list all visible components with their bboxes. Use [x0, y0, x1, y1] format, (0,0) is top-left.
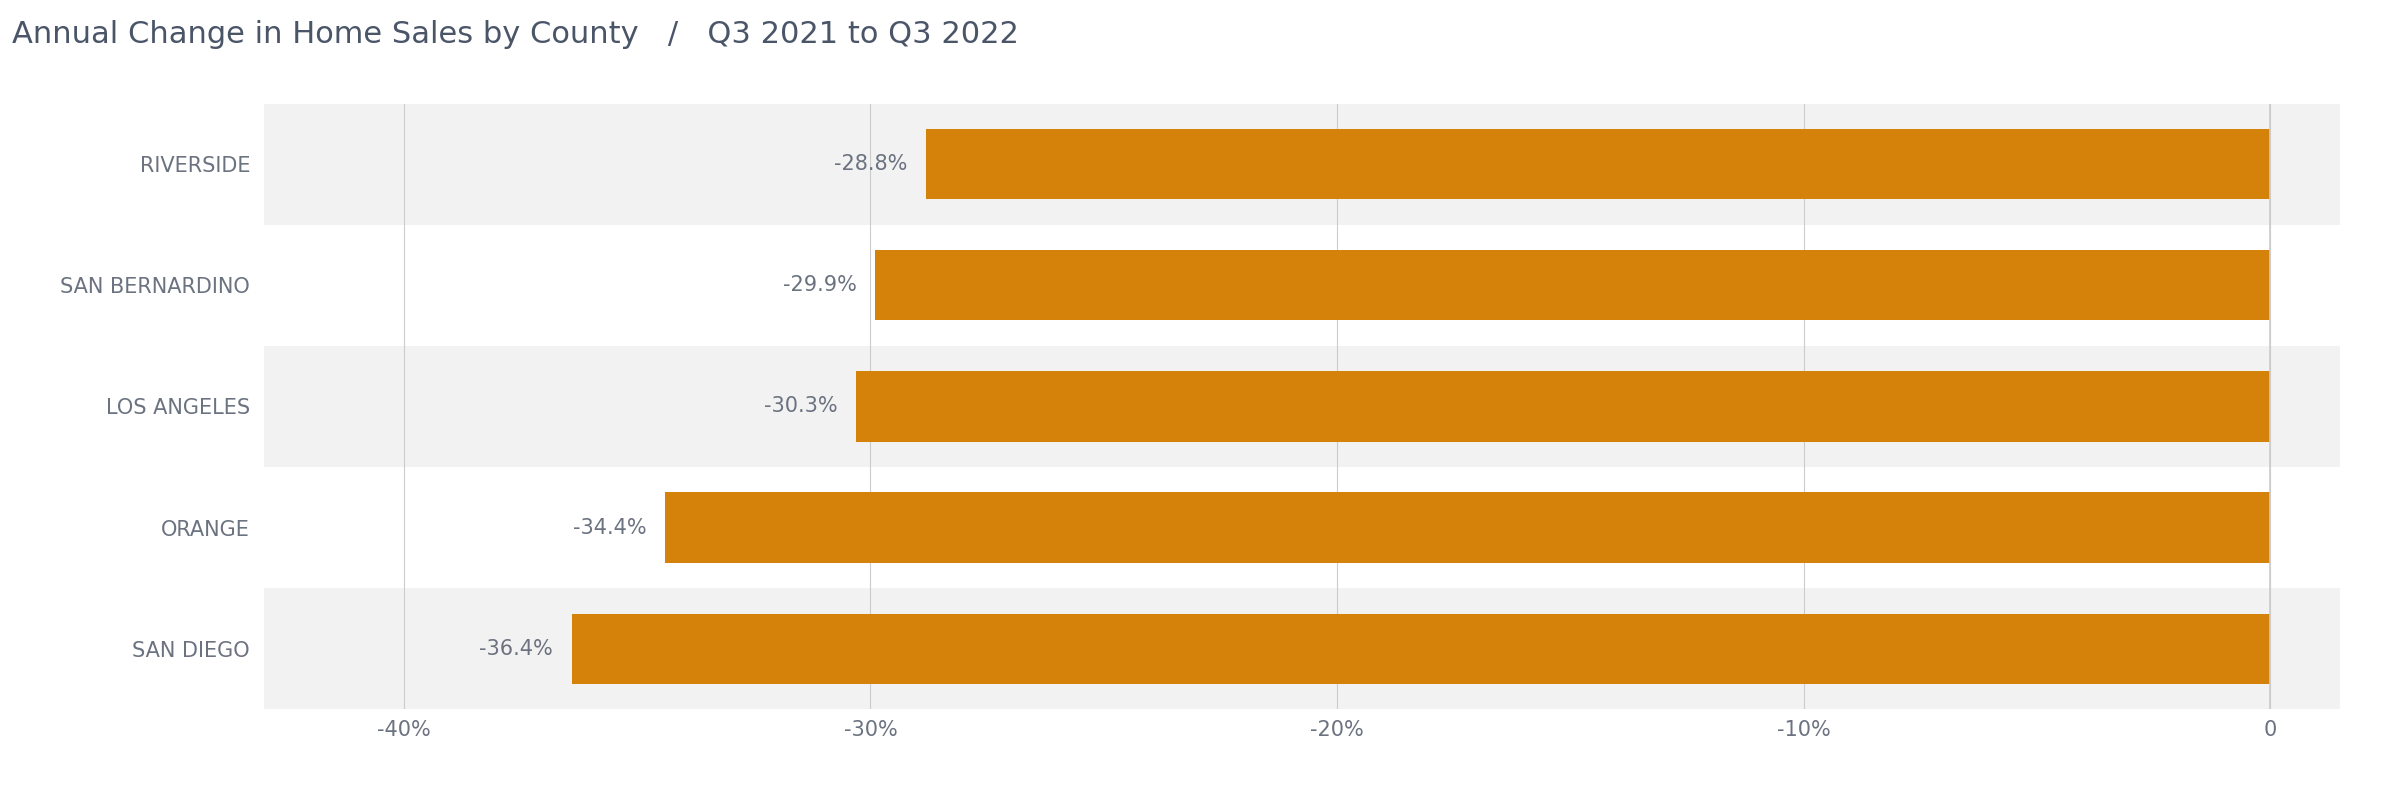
Text: -29.9%: -29.9% [782, 275, 857, 296]
Bar [876, 250, 2270, 320]
Text: -30.3%: -30.3% [763, 396, 838, 417]
Text: -28.8%: -28.8% [835, 154, 907, 175]
Bar [264, 588, 2340, 709]
Bar [857, 371, 2270, 442]
Bar [264, 225, 2340, 346]
Text: -34.4%: -34.4% [574, 517, 646, 538]
Bar [264, 346, 2340, 467]
Bar [264, 467, 2340, 588]
Bar [571, 614, 2270, 684]
Text: Annual Change in Home Sales by County   /   Q3 2021 to Q3 2022: Annual Change in Home Sales by County / … [12, 20, 1020, 49]
Text: -36.4%: -36.4% [480, 638, 554, 659]
Bar [665, 493, 2270, 563]
Bar [926, 129, 2270, 199]
Bar [264, 104, 2340, 225]
